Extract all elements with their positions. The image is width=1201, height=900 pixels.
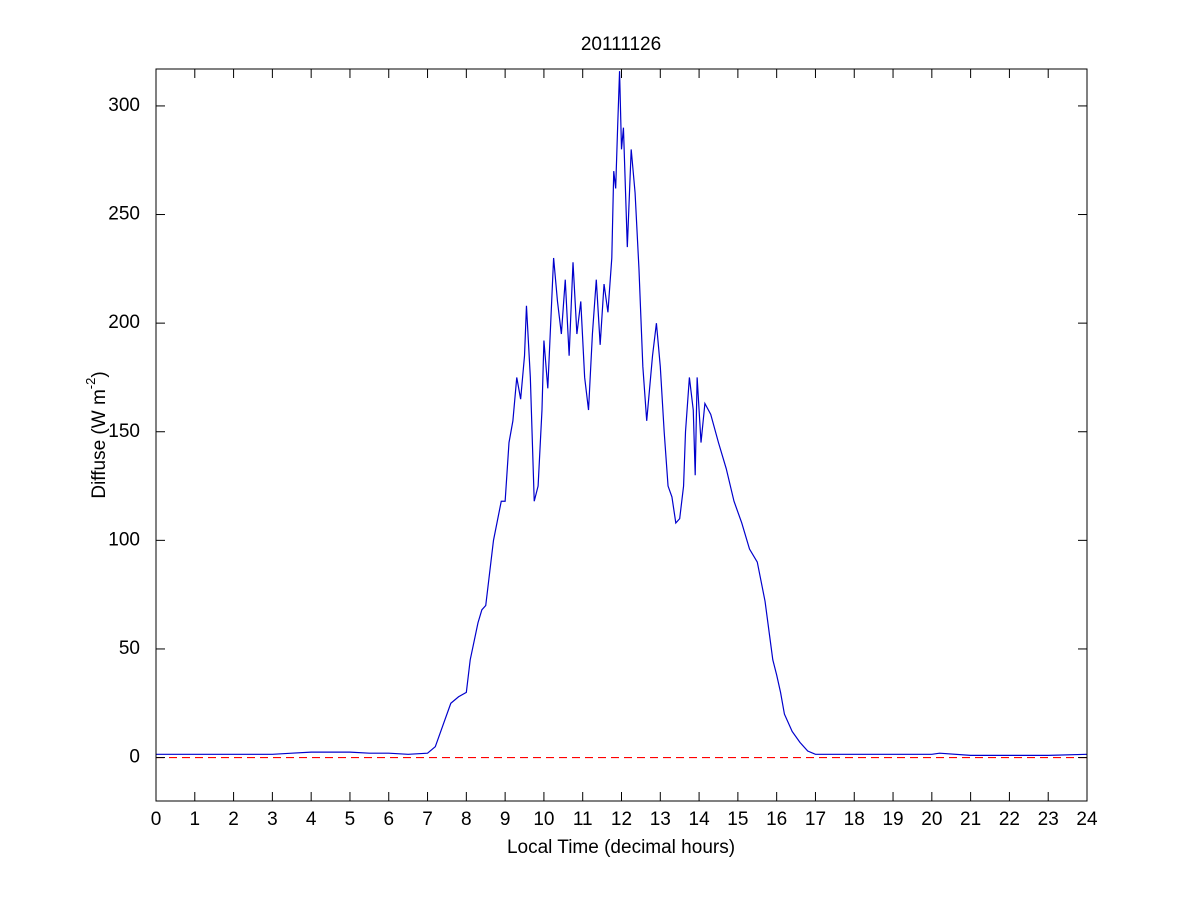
x-tick-label: 17: [805, 809, 826, 830]
x-tick-label: 15: [727, 809, 748, 830]
x-tick-label: 18: [844, 809, 865, 830]
y-label-text: Diffuse (W m: [89, 389, 110, 498]
x-tick-label: 11: [573, 809, 593, 830]
x-tick-label: 6: [383, 809, 394, 830]
x-tick-label: 14: [689, 809, 711, 830]
y-tick-label: 200: [108, 312, 140, 333]
y-label-close: ): [89, 371, 110, 377]
y-tick-label: 150: [108, 421, 140, 442]
x-tick-label: 3: [267, 809, 278, 830]
x-axis-label: Local Time (decimal hours): [507, 837, 735, 858]
y-tick-label: 0: [129, 747, 140, 768]
x-tick-label: 8: [461, 809, 472, 830]
x-tick-label: 5: [345, 809, 356, 830]
x-tick-label: 20: [921, 809, 942, 830]
x-tick-label: 13: [650, 809, 671, 830]
x-tick-label: 0: [151, 809, 162, 830]
x-tick-label: 9: [500, 809, 511, 830]
x-tick-label: 21: [960, 809, 981, 830]
x-tick-label: 23: [1038, 809, 1059, 830]
x-tick-label: 22: [999, 809, 1020, 830]
x-tick-label: 12: [611, 809, 632, 830]
x-tick-label: 1: [190, 809, 201, 830]
data-line: [156, 71, 1088, 756]
y-tick-label: 50: [119, 638, 140, 659]
x-tick-label: 19: [882, 809, 903, 830]
chart-title: 20111126: [581, 34, 661, 55]
x-tick-label: 7: [422, 809, 433, 830]
y-label-exponent: -2: [83, 378, 98, 390]
y-axis-label: Diffuse (W m-2): [83, 371, 110, 498]
x-tick-label: 2: [228, 809, 239, 830]
x-tick-label: 10: [533, 809, 554, 830]
x-tick-label: 24: [1076, 809, 1098, 830]
x-tick-label: 4: [306, 809, 317, 830]
y-tick-label: 100: [108, 529, 140, 550]
x-tick-label: 16: [766, 809, 787, 830]
plot-area: [156, 69, 1087, 801]
y-tick-label: 300: [108, 95, 140, 116]
y-tick-label: 250: [108, 204, 140, 225]
